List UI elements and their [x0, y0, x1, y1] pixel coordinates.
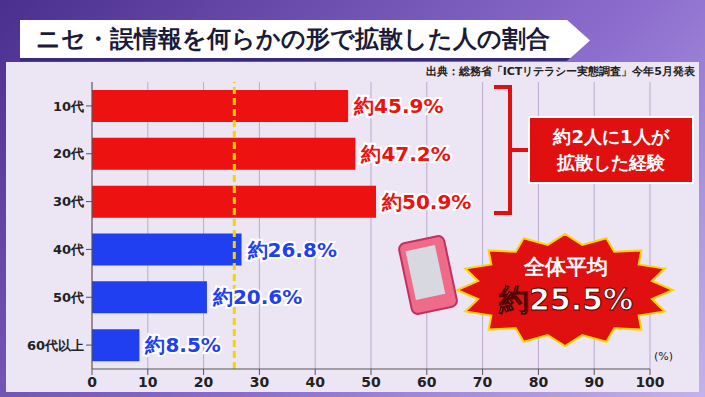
- svg-text:50代: 50代: [53, 290, 84, 305]
- svg-text:0: 0: [87, 374, 97, 390]
- svg-text:80: 80: [529, 374, 549, 390]
- svg-text:約20.6%: 約20.6%: [212, 285, 302, 309]
- svg-text:60代以上: 60代以上: [27, 338, 84, 353]
- svg-text:70: 70: [473, 374, 493, 390]
- svg-text:約45.9%: 約45.9%: [353, 94, 443, 118]
- html-text:約2人に1人が: 約2人に1人が: [553, 126, 669, 147]
- svg-text:50: 50: [361, 374, 381, 390]
- svg-text:40代: 40代: [53, 242, 84, 257]
- svg-text:20: 20: [194, 374, 214, 390]
- html-text:全体平均: 全体平均: [524, 255, 608, 279]
- svg-text:約8.5%: 約8.5%: [144, 333, 220, 357]
- svg-text:約26.8%: 約26.8%: [247, 238, 337, 262]
- html-text:約25.5%: 約25.5%: [499, 282, 633, 317]
- svg-text:90: 90: [584, 374, 604, 390]
- svg-text:60: 60: [417, 374, 437, 390]
- svg-text:10代: 10代: [53, 99, 84, 114]
- svg-text:約50.9%: 約50.9%: [381, 190, 471, 214]
- html-text:ニセ・誤情報を何らかの形で拡散した人の割合: ニセ・誤情報を何らかの形で拡散した人の割合: [36, 25, 550, 53]
- svg-text:100: 100: [635, 374, 664, 390]
- svg-text:30代: 30代: [53, 194, 84, 209]
- svg-text:10: 10: [138, 374, 158, 390]
- svg-text:20代: 20代: [53, 146, 84, 161]
- html-text:拡散した経験: 拡散した経験: [557, 152, 665, 173]
- html-text:出典：総務省「ICTリテラシー実態調査」今年5月発表: 出典：総務省「ICTリテラシー実態調査」今年5月発表: [425, 65, 695, 78]
- svg-text:40: 40: [305, 374, 325, 390]
- svg-text:約47.2%: 約47.2%: [360, 142, 450, 166]
- svg-text:30: 30: [250, 374, 270, 390]
